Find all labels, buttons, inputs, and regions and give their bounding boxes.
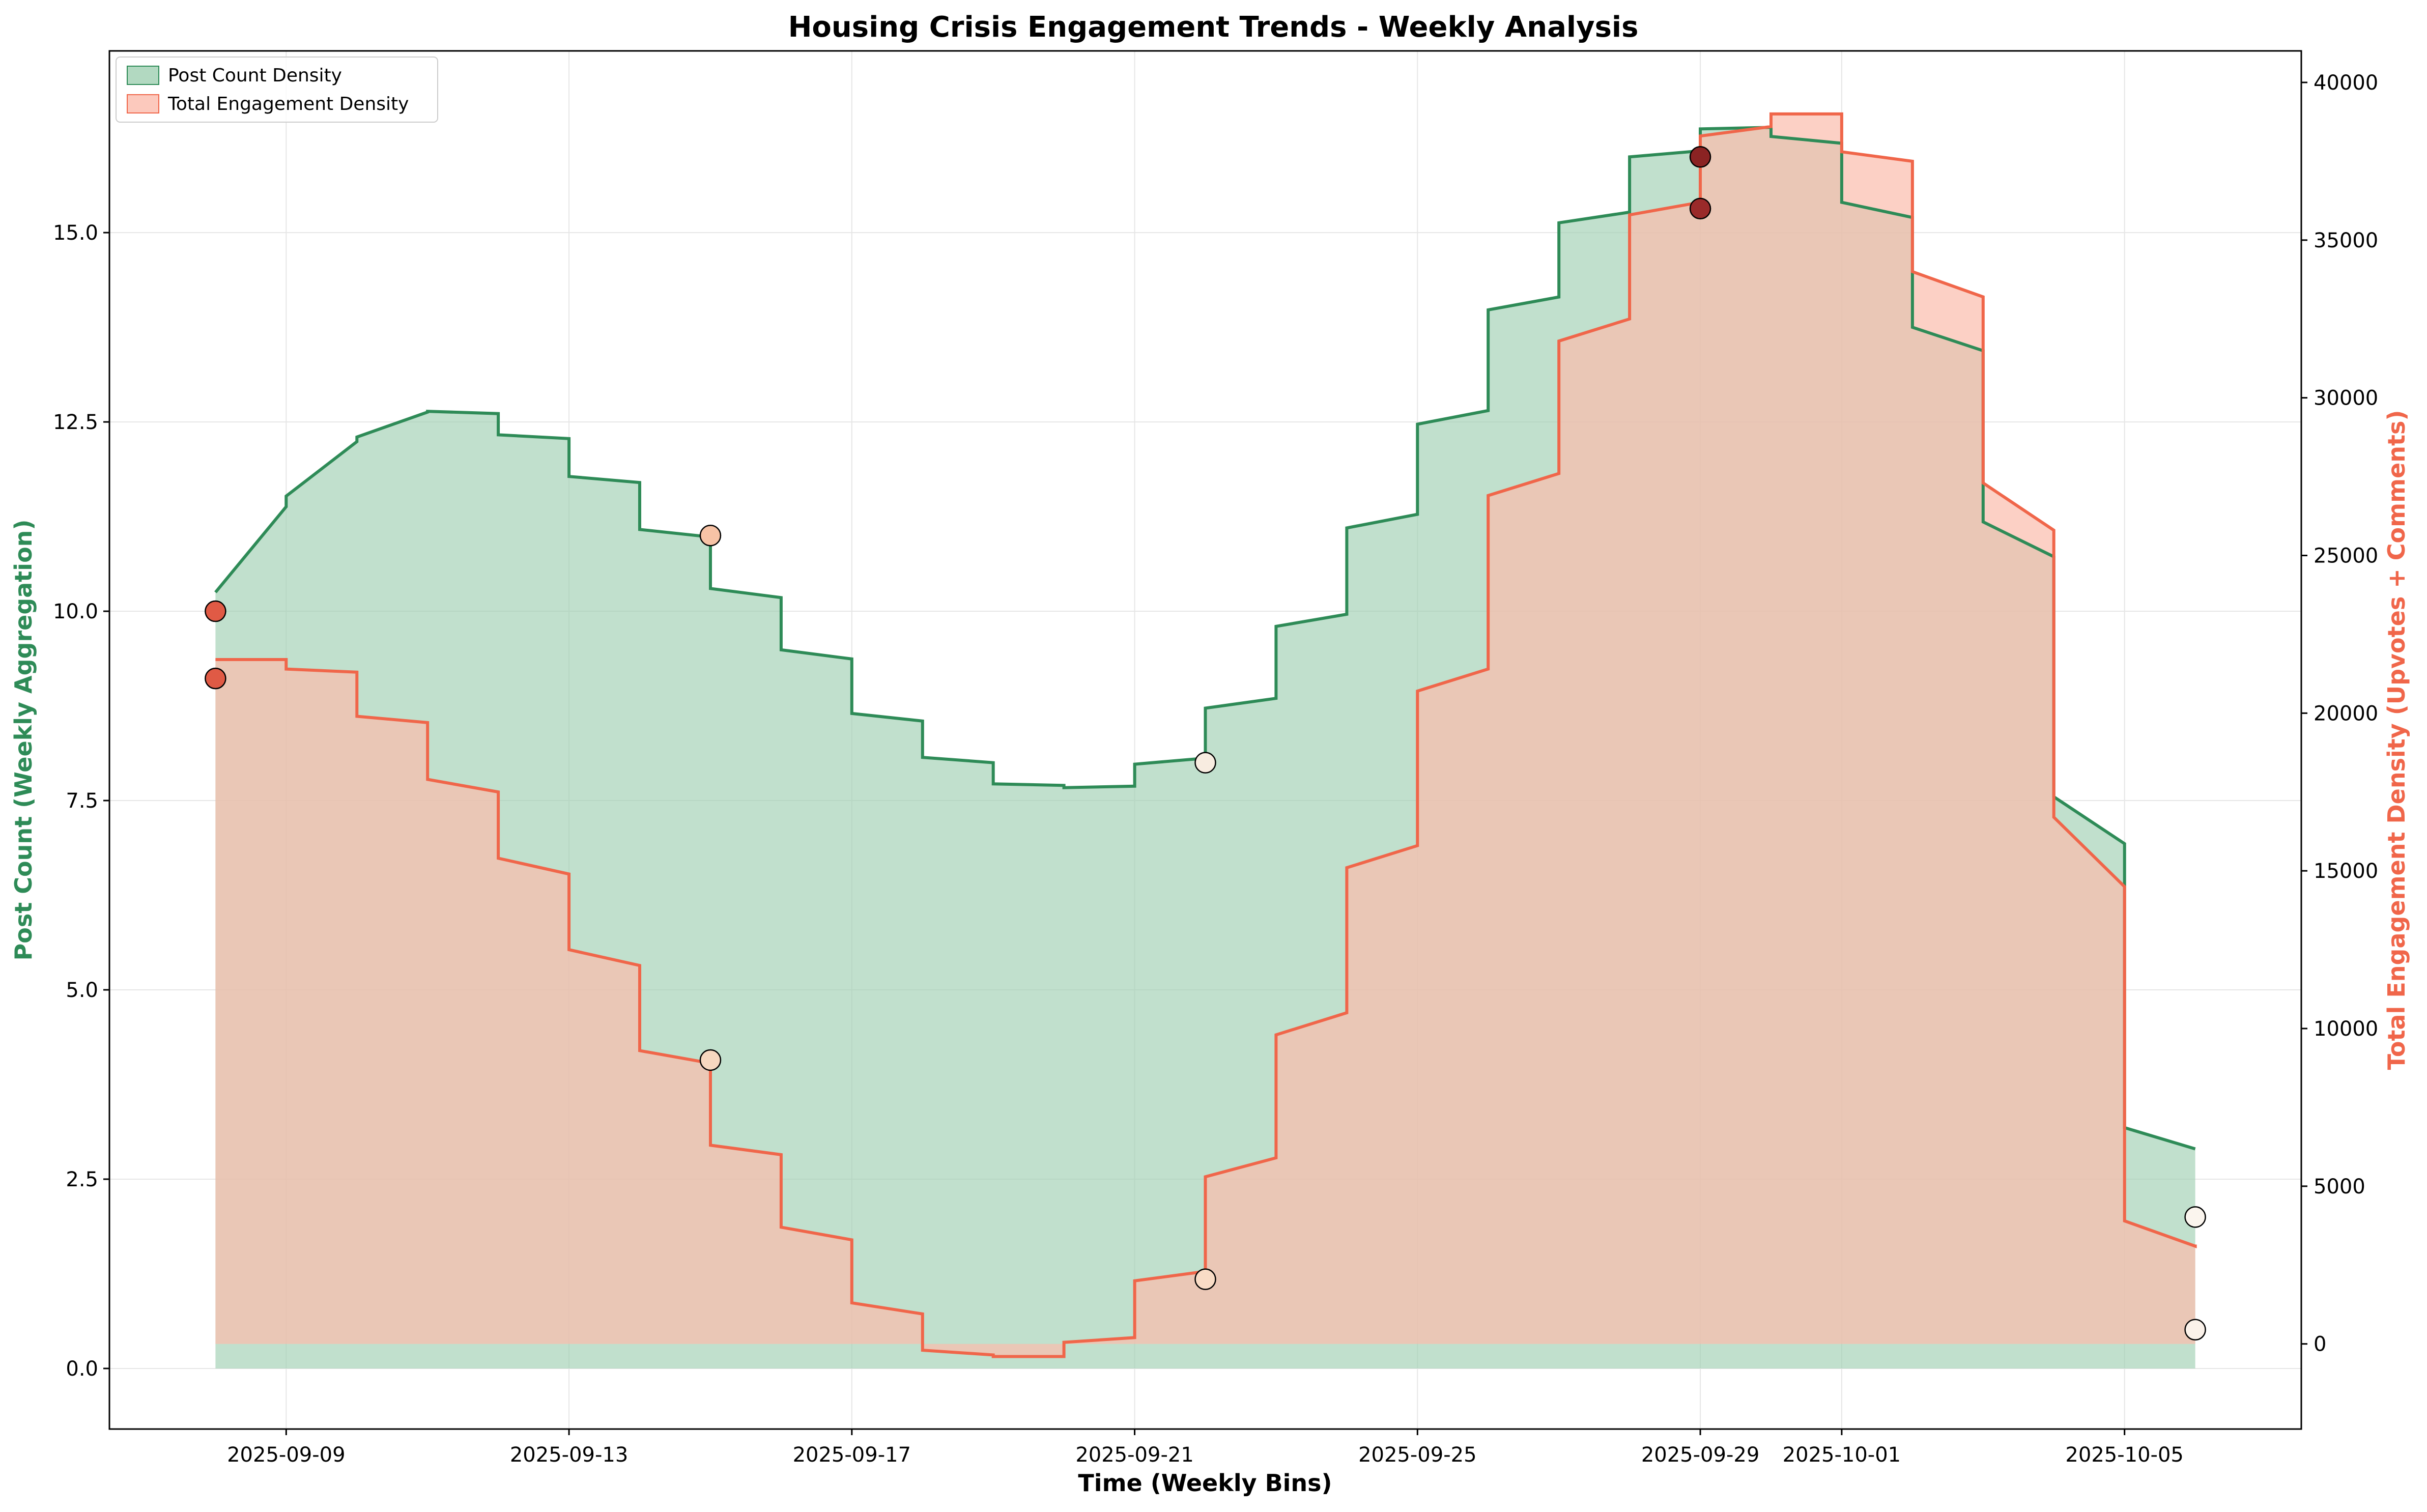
legend-swatch-engagement (127, 94, 159, 113)
legend-swatch-post-count (127, 66, 159, 85)
y2-tick-label: 10000 (2314, 1017, 2378, 1041)
y2-tick-label: 25000 (2314, 544, 2378, 567)
x-tick-label: 2025-09-25 (1358, 1443, 1476, 1467)
x-tick-label: 2025-09-21 (1075, 1443, 1193, 1467)
chart-title: Housing Crisis Engagement Trends - Weekl… (788, 11, 1639, 44)
x-tick-label: 2025-10-01 (1783, 1443, 1901, 1467)
y2-tick-label: 40000 (2314, 71, 2378, 95)
data-marker (1689, 146, 1711, 168)
y-axis-label-left: Post Count (Weekly Aggregation) (10, 520, 37, 961)
markers (205, 146, 2206, 1341)
series-line-0 (214, 126, 2196, 1151)
data-marker (1689, 197, 1711, 220)
y-ticks-left: 0.0 2.5 5.0 7.5 10.0 12.5 15.0 (53, 221, 109, 1381)
data-marker (2184, 1206, 2206, 1228)
x-axis-label: Time (Weekly Bins) (1078, 1469, 1332, 1497)
legend-box (116, 56, 438, 123)
x-tick-label: 2025-09-29 (1641, 1443, 1759, 1467)
y-tick-label: 5.0 (66, 979, 98, 1002)
y-ticks-right: 0 5000 10000 15000 20000 25000 30000 35000 40000 (2301, 71, 2378, 1356)
data-marker (2184, 1319, 2206, 1341)
legend: Post Count Density Total Engagement Dens… (116, 56, 438, 123)
series-line-1 (215, 112, 2197, 1358)
y2-tick-label: 30000 (2314, 387, 2378, 410)
data-marker (1194, 1268, 1216, 1290)
data-marker (205, 600, 226, 622)
x-tick-label: 2025-09-13 (510, 1443, 628, 1467)
y-tick-label: 12.5 (53, 411, 98, 434)
x-tick-label: 2025-10-05 (2065, 1443, 2183, 1467)
y2-tick-label: 20000 (2314, 702, 2378, 725)
y2-tick-label: 15000 (2314, 860, 2378, 883)
data-marker (699, 525, 722, 547)
y-tick-label: 7.5 (66, 789, 98, 813)
legend-label-post-count: Post Count Density (168, 65, 342, 86)
y2-tick-label: 5000 (2314, 1175, 2365, 1199)
plot-frame (108, 50, 2302, 1430)
data-marker (1194, 752, 1216, 774)
data-marker (699, 1049, 722, 1071)
y-tick-label: 15.0 (53, 221, 98, 245)
x-ticks: 2025-09-09 2025-09-13 2025-09-17 2025-09-21… (227, 1429, 2184, 1467)
area-fill-1 (215, 113, 2195, 1357)
x-tick-label: 2025-09-17 (793, 1443, 911, 1467)
y2-tick-label: 35000 (2314, 229, 2378, 252)
x-tick-label: 2025-09-09 (227, 1443, 345, 1467)
y-tick-label: 0.0 (66, 1357, 98, 1381)
series-lines (214, 112, 2197, 1358)
y-axis-label-right: Total Engagement Density (Upvotes + Comm… (2383, 410, 2410, 1070)
data-marker (205, 667, 226, 690)
legend-label-engagement: Total Engagement Density (167, 94, 409, 115)
y2-tick-label: 0 (2314, 1333, 2326, 1356)
y-tick-label: 10.0 (53, 600, 98, 623)
y-tick-label: 2.5 (66, 1168, 98, 1191)
